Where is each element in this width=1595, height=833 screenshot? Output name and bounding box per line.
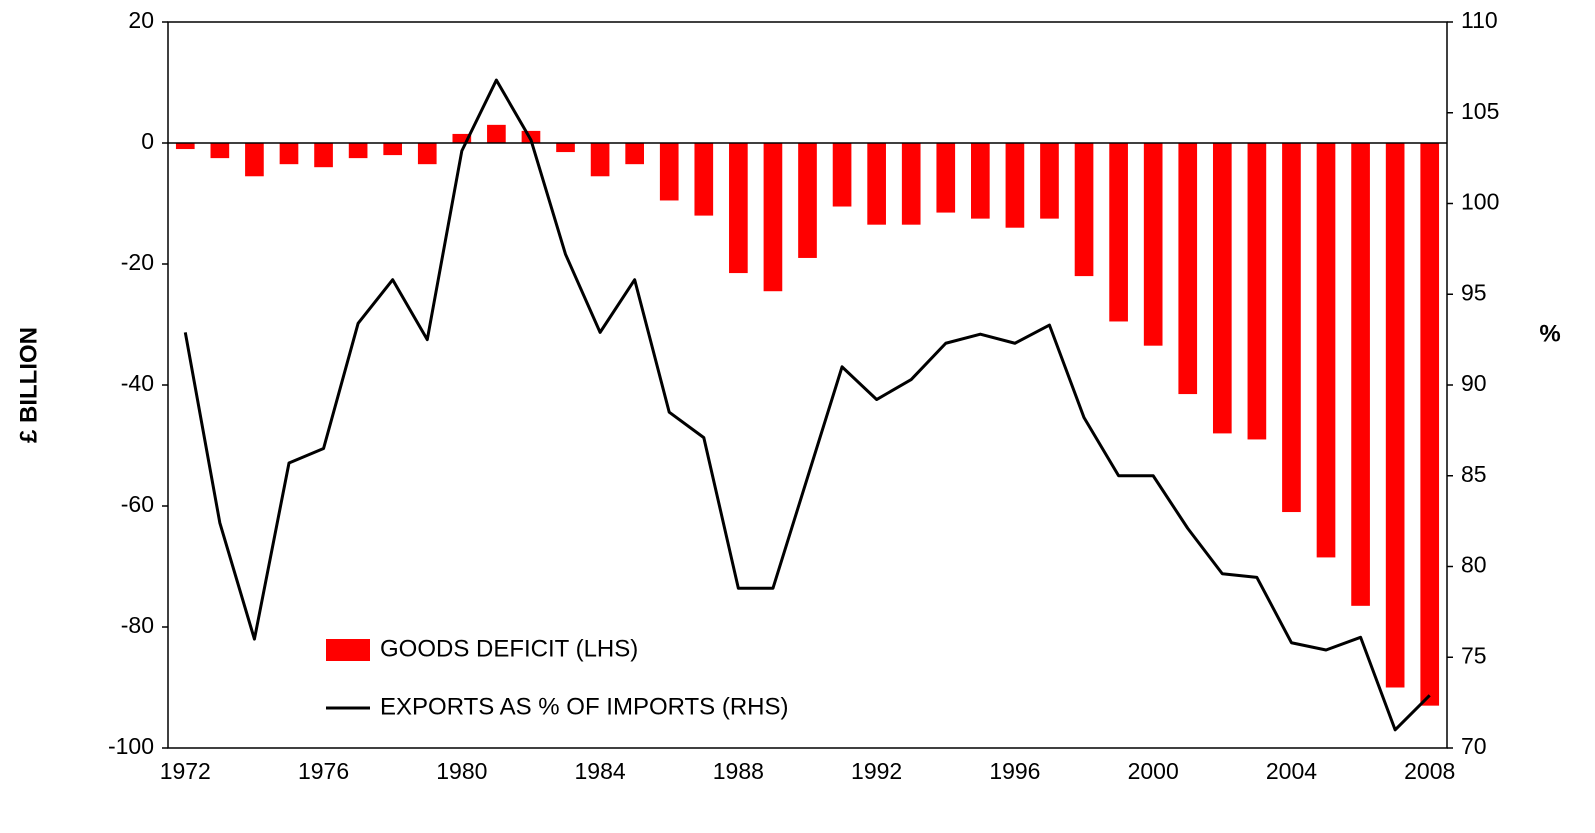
bar [279, 143, 299, 165]
bar [590, 143, 610, 177]
y-tick-label: -100 [108, 733, 154, 759]
y2-tick-label: 70 [1461, 733, 1487, 759]
legend-swatch [326, 639, 370, 661]
y2-tick-label: 105 [1461, 98, 1499, 124]
y2-tick-label: 85 [1461, 461, 1487, 487]
x-tick-label: 1984 [575, 758, 626, 784]
y2-tick-label: 75 [1461, 642, 1487, 668]
bar [245, 143, 264, 177]
bar [936, 143, 956, 213]
bar [625, 143, 644, 165]
bar [314, 143, 333, 168]
bar [1385, 143, 1405, 688]
bar [1282, 143, 1301, 513]
x-tick-label: 1996 [989, 758, 1040, 784]
bar [971, 143, 990, 219]
bar [694, 143, 714, 216]
bar [1005, 143, 1025, 228]
x-tick-label: 1992 [851, 758, 902, 784]
bar [1178, 143, 1198, 395]
bar [556, 143, 575, 153]
y2-tick-label: 100 [1461, 189, 1499, 215]
x-tick-label: 2000 [1128, 758, 1179, 784]
legend-label: GOODS DEFICIT (LHS) [380, 635, 638, 662]
y-tick-label: -60 [121, 491, 154, 517]
bar [1212, 143, 1232, 434]
y2-tick-label: 110 [1461, 7, 1498, 33]
y-tick-label: 20 [128, 7, 154, 33]
bar [867, 143, 886, 225]
line [183, 78, 1431, 732]
bar [175, 143, 195, 150]
y2-tick-label: 95 [1461, 279, 1487, 305]
y-tick-label: 0 [141, 128, 154, 154]
y-tick-label: -80 [121, 612, 154, 638]
bar [729, 143, 748, 274]
bar [1143, 143, 1163, 346]
y2-axis-label: % [1539, 320, 1560, 347]
x-tick-label: 1988 [713, 758, 764, 784]
bar [1040, 143, 1059, 219]
x-tick-label: 2008 [1404, 758, 1455, 784]
y-tick-label: -40 [121, 370, 154, 396]
bar [1247, 143, 1267, 440]
bar [763, 143, 783, 292]
bar [383, 143, 403, 156]
legend-label: EXPORTS AS % OF IMPORTS (RHS) [380, 693, 789, 720]
x-tick-label: 2004 [1266, 758, 1317, 784]
bar [1109, 143, 1128, 322]
bar [659, 143, 679, 201]
bar [901, 143, 921, 225]
y2-tick-label: 80 [1461, 552, 1487, 578]
bar [348, 143, 368, 159]
y-axis-label: £ BILLION [15, 327, 42, 443]
bar [1420, 143, 1440, 706]
bar [210, 143, 230, 159]
bar [417, 143, 437, 165]
bar [1074, 143, 1094, 277]
y-tick-label: -20 [121, 249, 154, 275]
x-tick-label: 1976 [298, 758, 349, 784]
y2-tick-label: 90 [1461, 370, 1487, 396]
bar [452, 133, 472, 143]
bar [1316, 143, 1336, 558]
bar [487, 124, 506, 143]
bar [1351, 143, 1370, 606]
x-tick-label: 1972 [160, 758, 211, 784]
bar [832, 143, 852, 207]
x-tick-label: 1980 [436, 758, 487, 784]
bar [798, 143, 817, 258]
